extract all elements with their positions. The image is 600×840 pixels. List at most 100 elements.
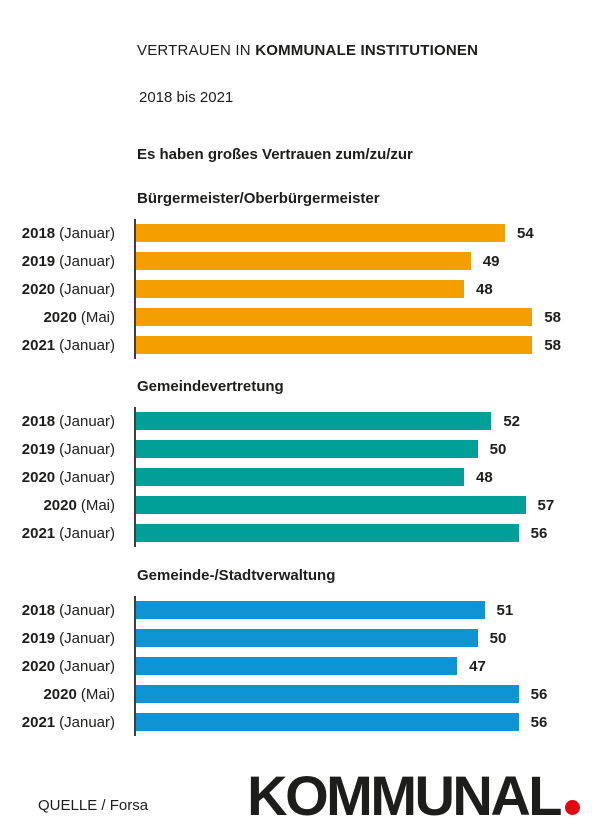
chart-lead-text: Es haben großes Vertrauen zum/zu/zur (137, 146, 413, 163)
category-period: (Januar) (59, 713, 115, 731)
bar-row: 54 (136, 219, 576, 247)
kommunal-logo: KOMMUNAL (247, 763, 580, 828)
bar (136, 496, 526, 514)
category-label: 2020 (Mai) (0, 680, 115, 708)
category-year: 2018 (21, 601, 56, 619)
bar-row: 48 (136, 275, 576, 303)
bar-value-label: 51 (496, 601, 514, 619)
bar-value-label: 54 (517, 224, 534, 242)
category-label: 2020 (Mai) (0, 491, 115, 519)
category-year: 2020 (21, 280, 56, 298)
bar (136, 440, 478, 458)
bar-and-value: 51 (136, 601, 513, 619)
bar-and-value: 48 (136, 468, 493, 486)
bar-and-value: 57 (136, 496, 554, 514)
group-chart: 2018 (Januar) 2019 (Januar) 2020 (Januar) 2… (0, 596, 600, 736)
chart-title-regular: VERTRAUEN IN (137, 42, 256, 59)
bar-and-value: 48 (136, 280, 493, 298)
bar-value-label: 49 (482, 252, 500, 270)
group-title: Gemeindevertretung (137, 378, 284, 395)
bar (136, 412, 492, 430)
bar-row: 58 (136, 331, 576, 359)
bar (136, 468, 464, 486)
category-period: (Januar) (59, 601, 115, 619)
category-labels: 2018 (Januar) 2019 (Januar) 2020 (Januar) 2… (0, 596, 115, 736)
bar-row: 56 (136, 680, 576, 708)
category-label: 2019 (Januar) (0, 247, 115, 275)
bars-with-axis: 51 50 47 56 56 (134, 596, 576, 736)
category-period: (Januar) (59, 440, 115, 458)
bars-with-axis: 54 49 48 58 58 (134, 219, 576, 359)
bar-chart-group: Gemeindevertretung 2018 (Januar) 2019 (Jan… (0, 378, 600, 547)
bar-value-label: 58 (544, 308, 562, 326)
chart-title: VERTRAUEN IN KOMMUNALE INSTITUTIONEN (137, 42, 478, 59)
bar-row: 56 (136, 708, 576, 736)
category-year: 2018 (21, 224, 56, 242)
category-year: 2020 (21, 468, 56, 486)
bar-value-label: 56 (530, 685, 548, 703)
category-year: 2021 (21, 713, 56, 731)
bar-value-label: 50 (489, 629, 507, 647)
bar-and-value: 49 (136, 252, 500, 270)
category-period: (Januar) (59, 468, 115, 486)
category-labels: 2018 (Januar) 2019 (Januar) 2020 (Januar) 2… (0, 407, 115, 547)
bar-row: 52 (136, 407, 576, 435)
category-label: 2020 (Januar) (0, 652, 115, 680)
category-period: (Januar) (59, 657, 115, 675)
bar-and-value: 52 (136, 412, 520, 430)
source-credit: QUELLE / Forsa (38, 797, 149, 814)
bar-value-label: 48 (476, 468, 493, 486)
bar (136, 308, 533, 326)
bar (136, 685, 519, 703)
bar-value-label: 56 (530, 713, 548, 731)
category-year: 2019 (21, 629, 56, 647)
bar (136, 224, 505, 242)
category-year: 2019 (21, 440, 56, 458)
bar (136, 524, 519, 542)
category-period: (Januar) (59, 336, 115, 354)
category-year: 2021 (21, 524, 56, 542)
category-label: 2018 (Januar) (0, 596, 115, 624)
logo-red-dot-icon (565, 800, 580, 815)
category-period: (Mai) (80, 685, 115, 703)
category-year: 2021 (21, 336, 56, 354)
bar-value-label: 52 (503, 412, 521, 430)
category-year: 2020 (43, 308, 77, 326)
bar-value-label: 50 (489, 440, 507, 458)
bar (136, 629, 478, 647)
bar-and-value: 56 (136, 713, 547, 731)
bar-and-value: 58 (136, 336, 561, 354)
category-period: (Mai) (80, 308, 115, 326)
bar (136, 657, 458, 675)
category-label: 2021 (Januar) (0, 331, 115, 359)
bar-value-label: 47 (469, 657, 486, 675)
bar-and-value: 54 (136, 224, 534, 242)
category-label: 2020 (Januar) (0, 463, 115, 491)
category-label: 2021 (Januar) (0, 708, 115, 736)
bar-and-value: 58 (136, 308, 561, 326)
bar-row: 51 (136, 596, 576, 624)
bar (136, 601, 485, 619)
bar (136, 713, 519, 731)
category-period: (Januar) (59, 252, 115, 270)
category-year: 2020 (21, 657, 56, 675)
category-label: 2021 (Januar) (0, 519, 115, 547)
category-label: 2019 (Januar) (0, 435, 115, 463)
category-period: (Januar) (59, 280, 115, 298)
category-period: (Januar) (59, 629, 115, 647)
category-label: 2018 (Januar) (0, 407, 115, 435)
bar (136, 280, 464, 298)
bar-row: 47 (136, 652, 576, 680)
category-label: 2018 (Januar) (0, 219, 115, 247)
category-year: 2020 (43, 496, 77, 514)
bar-row: 48 (136, 463, 576, 491)
bar-value-label: 58 (544, 336, 562, 354)
bar-and-value: 56 (136, 685, 547, 703)
bar-and-value: 50 (136, 629, 506, 647)
category-label: 2019 (Januar) (0, 624, 115, 652)
chart-title-bold: KOMMUNALE INSTITUTIONEN (255, 42, 479, 59)
bar-row: 50 (136, 435, 576, 463)
bar (136, 336, 533, 354)
category-labels: 2018 (Januar) 2019 (Januar) 2020 (Januar) 2… (0, 219, 115, 359)
